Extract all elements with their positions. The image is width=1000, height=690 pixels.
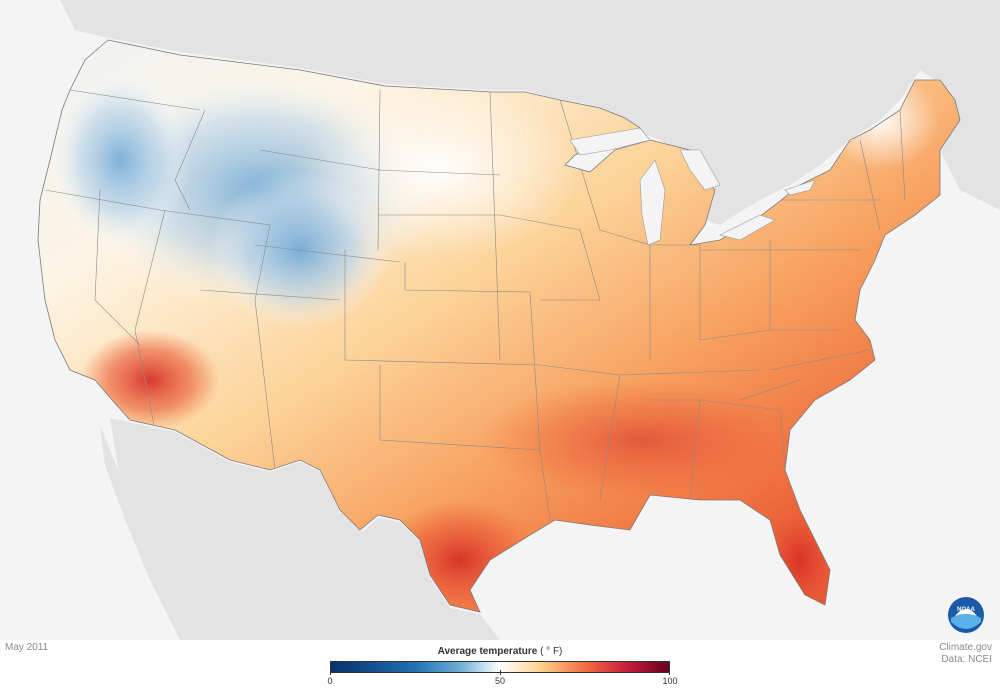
legend-tick-max (668, 670, 670, 675)
credit-data-source: Data: NCEI (941, 654, 992, 665)
temperature-map (37, 0, 1000, 640)
mexico-landmass (110, 418, 500, 640)
date-label: May 2011 (5, 642, 49, 653)
us-outline (37, 39, 961, 613)
legend-tick-mid (500, 670, 501, 675)
credit-block: Climate.gov Data: NCEI (939, 642, 992, 666)
legend-label-mid: 50 (494, 676, 506, 686)
legend-tick-min (330, 670, 331, 675)
credit-site: Climate.gov (939, 642, 992, 653)
great-lakes (569, 127, 816, 246)
legend-unit: ( ° F) (540, 646, 563, 657)
legend-title-text: Average temperature (437, 646, 538, 657)
canada-landmass (60, 0, 1000, 225)
legend-title: Average temperature ( ° F) (330, 646, 670, 657)
legend-label-max: 100 (662, 676, 678, 686)
legend-label-min: 0 (327, 676, 333, 686)
state-boundaries (44, 89, 906, 521)
footer: May 2011 Average temperature ( ° F) 0 50… (0, 640, 1000, 690)
noaa-logo: NOAA (948, 597, 984, 633)
noaa-logo-text: NOAA (957, 607, 975, 613)
map-area: NOAA (0, 0, 1000, 640)
